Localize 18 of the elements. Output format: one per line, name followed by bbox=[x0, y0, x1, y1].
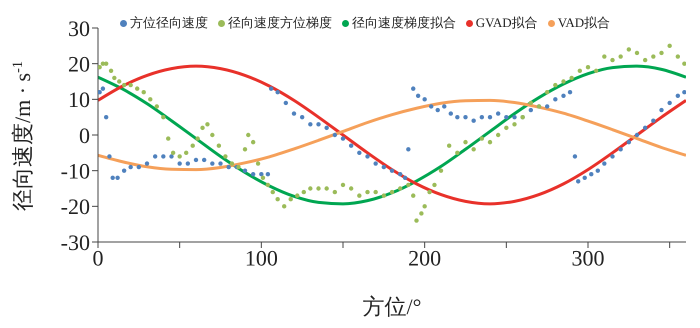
y-tick-label: 0 bbox=[79, 122, 90, 148]
legend-label: GVAD拟合 bbox=[474, 14, 538, 32]
x-tick-label: 300 bbox=[572, 246, 604, 271]
y-tick-label: -10 bbox=[60, 158, 90, 184]
legend-label: 径向速度方位梯度 bbox=[226, 14, 332, 32]
legend-label: VAD拟合 bbox=[556, 14, 610, 32]
line-series bbox=[98, 98, 686, 172]
x-tick-label: 200 bbox=[408, 246, 442, 271]
y-tick-label: 20 bbox=[68, 51, 90, 76]
y-tick-label: -20 bbox=[60, 194, 90, 220]
legend-label: 径向速度梯度拟合 bbox=[350, 14, 456, 32]
legend-label: 方位径向速度 bbox=[128, 14, 208, 32]
y-tick-label: -30 bbox=[60, 230, 90, 255]
x-tick-label: 100 bbox=[244, 246, 278, 271]
y-tick-label: 30 bbox=[68, 16, 90, 41]
y-tick-label: 10 bbox=[68, 87, 90, 112]
x-axis-title: 方位/° bbox=[362, 294, 422, 319]
line-series bbox=[98, 64, 686, 206]
